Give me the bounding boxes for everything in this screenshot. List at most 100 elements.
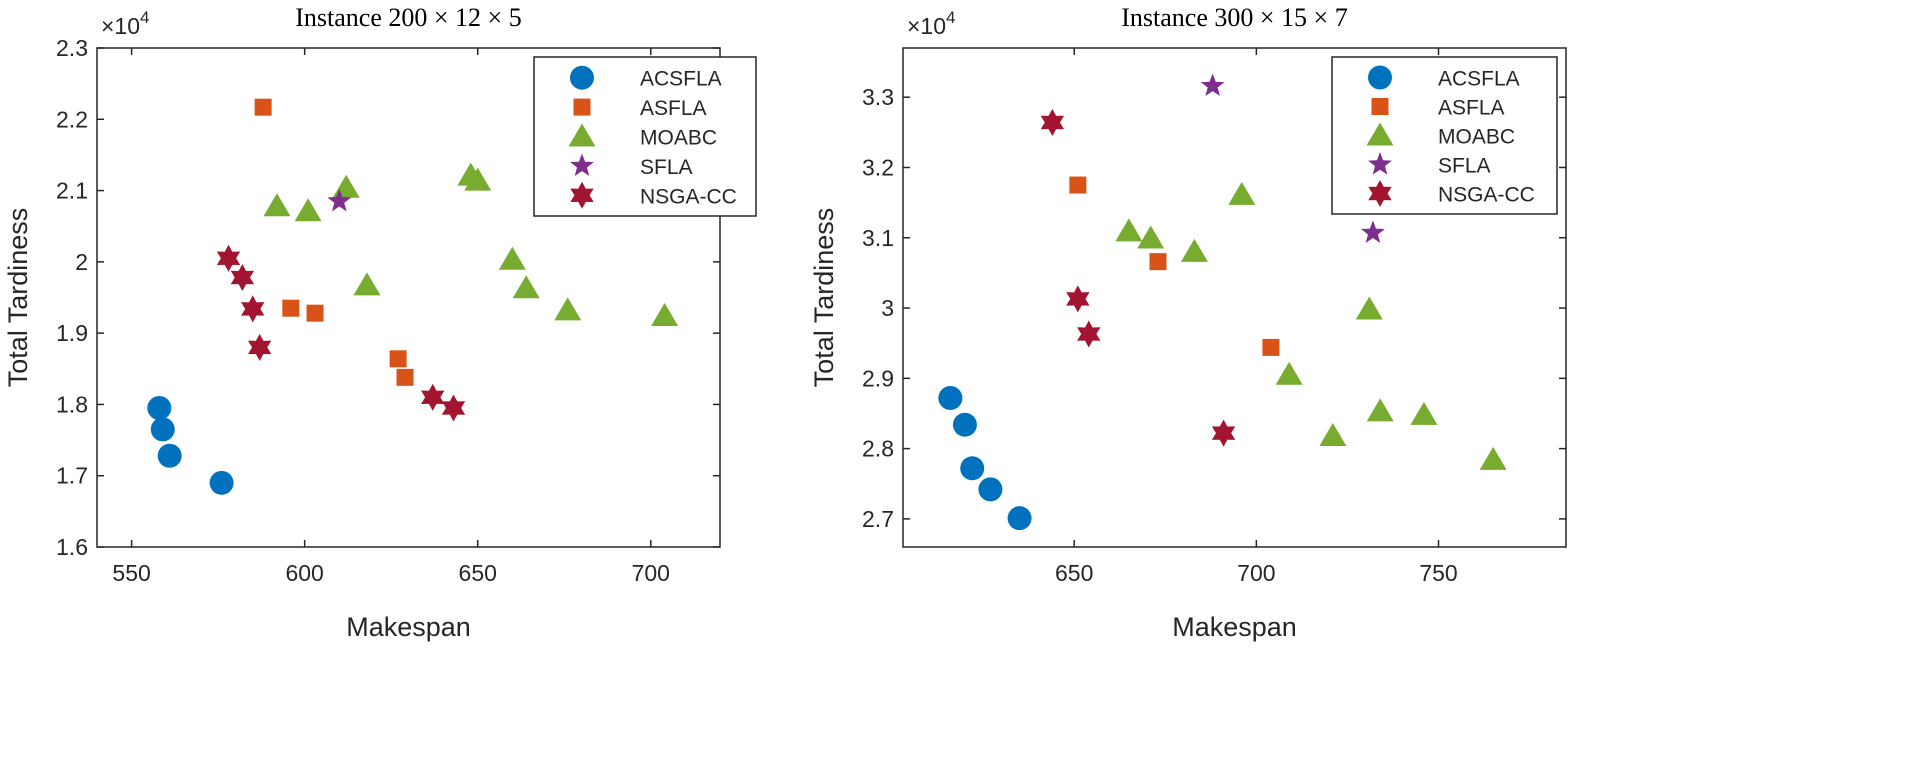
legend-marker bbox=[1368, 65, 1392, 90]
data-point bbox=[1040, 109, 1065, 136]
legend-label: ASFLA bbox=[1438, 97, 1505, 120]
data-point bbox=[1479, 446, 1507, 470]
chart-panel-right: 650 700 750 2.7 2.8 2.9 3 3.1 3.2 3.3 ×104 Instance… bbox=[809, 3, 1567, 642]
data-point bbox=[396, 368, 414, 386]
series-asfla bbox=[254, 98, 414, 386]
y-tick-label: 2.9 bbox=[862, 365, 894, 391]
data-point bbox=[1069, 176, 1087, 194]
y-tick-label: 2.7 bbox=[862, 506, 894, 532]
x-tick-label: 700 bbox=[632, 560, 670, 586]
data-point bbox=[306, 304, 324, 322]
data-point bbox=[1366, 398, 1394, 422]
data-point bbox=[978, 477, 1003, 502]
data-point bbox=[554, 297, 582, 321]
legend-marker bbox=[573, 98, 591, 116]
x-tick-label: 550 bbox=[112, 560, 150, 586]
y-tick-label: 2.2 bbox=[56, 106, 88, 132]
data-point bbox=[389, 350, 407, 368]
data-point bbox=[230, 264, 255, 292]
y-tick-label: 3.1 bbox=[862, 225, 894, 251]
data-point bbox=[1149, 253, 1167, 271]
data-point bbox=[282, 299, 300, 317]
data-point bbox=[441, 394, 466, 422]
chart-title: Instance 200 × 12 × 5 bbox=[295, 3, 521, 32]
legend-label: MOABC bbox=[640, 127, 717, 150]
x-tick-label: 650 bbox=[459, 560, 497, 586]
legend-marker bbox=[570, 65, 594, 90]
y-tick-label: 1.8 bbox=[56, 391, 88, 417]
data-point bbox=[1262, 338, 1280, 356]
data-point bbox=[241, 295, 265, 323]
legend-marker bbox=[1368, 180, 1392, 207]
series-acsfla bbox=[938, 386, 1032, 531]
data-point bbox=[1410, 401, 1438, 425]
data-point bbox=[216, 244, 241, 272]
data-point bbox=[1066, 285, 1090, 313]
y-axis-label: Total Tardiness bbox=[3, 208, 33, 388]
data-point bbox=[1275, 361, 1303, 385]
y-axis-multiplier-exponent: 4 bbox=[140, 8, 149, 27]
series-nsga-cc bbox=[1040, 109, 1236, 447]
data-point bbox=[157, 443, 182, 468]
data-point bbox=[512, 275, 540, 299]
chart-panel-left: 550 600 650 700 1.6 1.7 1.8 1.9 2 2.1 2.2 2.3 ×104 In… bbox=[3, 3, 757, 642]
data-point bbox=[938, 386, 963, 411]
data-point bbox=[1319, 422, 1347, 446]
data-point bbox=[1211, 419, 1236, 447]
legend-marker bbox=[1368, 152, 1392, 175]
data-point bbox=[1200, 73, 1225, 97]
legend-marker bbox=[568, 123, 596, 147]
x-axis-label: Makespan bbox=[346, 612, 471, 642]
series-moabc bbox=[1115, 181, 1507, 470]
legend-label: ASFLA bbox=[640, 97, 707, 120]
x-axis-label: Makespan bbox=[1172, 612, 1297, 642]
legend-label: SFLA bbox=[1438, 155, 1491, 178]
legend-label: SFLA bbox=[640, 156, 693, 179]
data-point bbox=[1115, 218, 1143, 242]
data-point bbox=[1007, 506, 1032, 531]
legend-marker bbox=[570, 153, 594, 177]
legend-label: NSGA-CC bbox=[640, 185, 737, 208]
legend-marker bbox=[570, 181, 594, 209]
data-point bbox=[464, 167, 492, 191]
data-point bbox=[421, 383, 445, 411]
data-point bbox=[263, 193, 291, 217]
x-tick-label: 750 bbox=[1419, 560, 1457, 586]
series-asfla bbox=[1069, 176, 1280, 356]
data-point bbox=[254, 98, 272, 116]
y-tick-label: 1.6 bbox=[56, 534, 88, 560]
series-nsga-cc bbox=[216, 244, 466, 422]
data-point bbox=[294, 198, 322, 222]
x-tick-label: 600 bbox=[285, 560, 323, 586]
series-acsfla bbox=[147, 395, 234, 495]
y-tick-label: 2.1 bbox=[56, 178, 88, 204]
y-axis-multiplier-base: ×10 bbox=[101, 13, 140, 39]
legend: ACSFLA ASFLA MOABC SFLA NSGA-CC bbox=[533, 56, 757, 217]
data-point bbox=[147, 395, 172, 420]
data-point bbox=[1180, 238, 1208, 262]
x-tick-label: 650 bbox=[1055, 560, 1093, 586]
data-point bbox=[327, 188, 352, 212]
legend-label: MOABC bbox=[1438, 126, 1515, 149]
y-axis-multiplier: ×104 bbox=[907, 8, 955, 39]
y-tick-label: 3.2 bbox=[862, 154, 894, 180]
y-tick-label: 2.8 bbox=[862, 436, 894, 462]
data-point bbox=[1228, 181, 1256, 205]
chart-title: Instance 300 × 15 × 7 bbox=[1121, 3, 1347, 32]
y-tick-label: 1.9 bbox=[56, 320, 88, 346]
data-point bbox=[1361, 220, 1385, 243]
legend-label: ACSFLA bbox=[1438, 68, 1520, 91]
legend-label: ACSFLA bbox=[640, 68, 722, 91]
data-point bbox=[150, 417, 175, 442]
data-point bbox=[1077, 320, 1101, 348]
legend-marker bbox=[1366, 122, 1394, 146]
legend: ACSFLA ASFLA MOABC SFLA NSGA-CC bbox=[1331, 56, 1558, 215]
series-sfla bbox=[1200, 73, 1385, 243]
data-point bbox=[1137, 225, 1165, 249]
y-tick-label: 2 bbox=[75, 249, 88, 275]
data-point bbox=[247, 333, 272, 361]
data-point bbox=[353, 272, 381, 296]
data-point bbox=[498, 246, 526, 270]
legend-label: NSGA-CC bbox=[1438, 184, 1535, 207]
